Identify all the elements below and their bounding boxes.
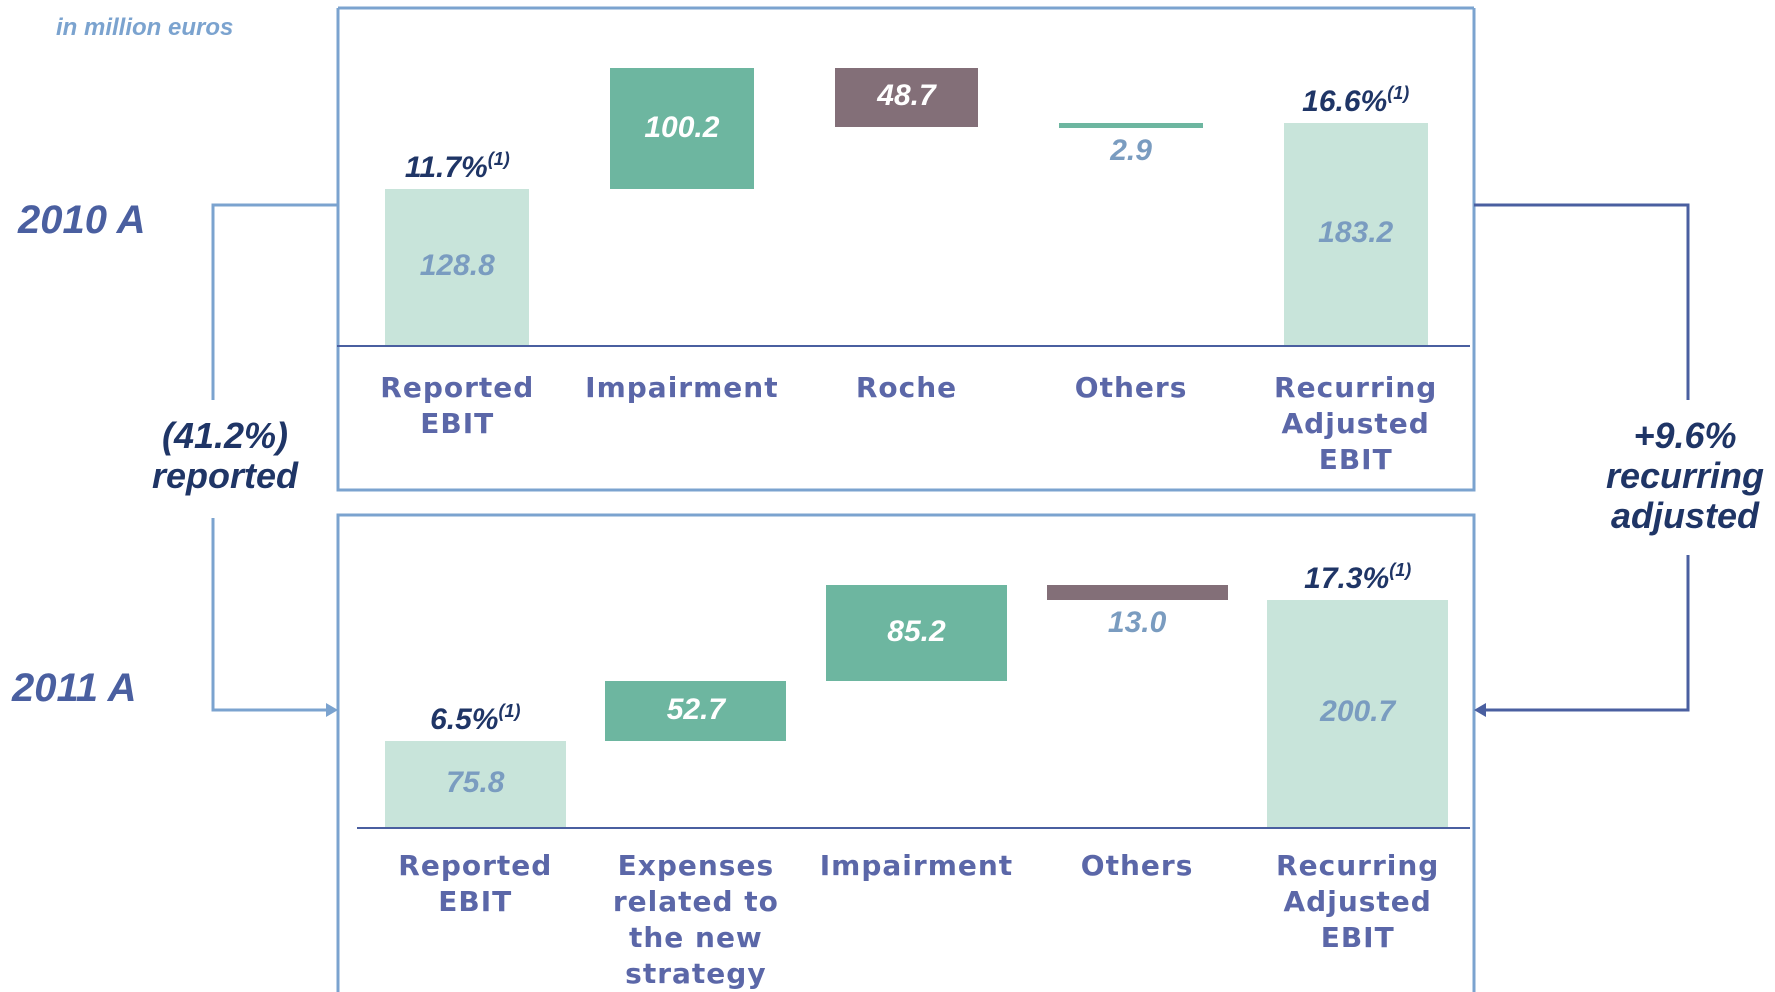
right-arrow (1474, 703, 1486, 717)
category-label: Others (1080, 849, 1194, 882)
value-label: 52.7 (666, 693, 726, 727)
bar (605, 681, 787, 742)
right-change: +9.6% recurring adjusted (1590, 416, 1775, 536)
value-label: 75.8 (446, 766, 505, 800)
footnote-mark: (1) (1389, 559, 1412, 580)
bar (1283, 123, 1428, 345)
margin-label: 17.3%(1) (1238, 560, 1478, 596)
category-label: Reported EBIT (398, 849, 553, 918)
value-label: 13.0 (1107, 605, 1167, 639)
bar (834, 68, 979, 127)
left-connector (211, 203, 338, 712)
category-label: Roche (855, 371, 958, 404)
change-text: recurring adjusted (1605, 455, 1765, 536)
change-value: +9.6% (1633, 415, 1737, 456)
category-label: Expenses related to the new strategy (612, 849, 779, 990)
category-label: Reported EBIT (380, 371, 535, 440)
bar (610, 68, 754, 190)
unit-note: in million euros (56, 14, 234, 41)
right-connector (1474, 203, 1690, 712)
row-title: 2010 A (18, 198, 146, 242)
margin-value: 17.3% (1304, 561, 1390, 595)
panel-2010 (336, 6, 1476, 492)
category-label: Recurring Adjusted EBIT (1276, 849, 1440, 954)
value-label: 183.2 (1318, 216, 1394, 250)
bar (384, 741, 566, 827)
value-label: 200.7 (1320, 695, 1396, 729)
category-label: Recurring Adjusted EBIT (1274, 371, 1438, 476)
footnote-mark: (1) (1387, 83, 1410, 104)
margin-label: 6.5%(1) (355, 701, 595, 737)
category-label: Others (1074, 371, 1188, 404)
margin-value: 11.7% (404, 151, 488, 185)
bar (1046, 585, 1228, 600)
bar (826, 585, 1007, 682)
category-label: Impairment (585, 371, 779, 404)
bar (1059, 123, 1203, 129)
change-value: (41.2%) (161, 415, 289, 456)
category-label: Impairment (819, 849, 1014, 882)
value-label: 128.8 (419, 249, 495, 283)
value-label: 48.7 (877, 79, 936, 113)
change-text: reported (151, 455, 299, 496)
left-change: (41.2%) reported (120, 416, 330, 496)
margin-label: 16.6%(1) (1236, 83, 1476, 119)
left-arrow (326, 703, 338, 717)
footnote-mark: (1) (487, 149, 510, 170)
bar (1267, 599, 1449, 827)
margin-label: 11.7%(1) (337, 149, 577, 185)
value-label: 100.2 (644, 110, 720, 144)
value-label: 85.2 (887, 615, 946, 649)
baseline (337, 345, 1470, 347)
panel-2011 (336, 513, 1476, 992)
margin-value: 16.6% (1302, 85, 1388, 119)
margin-value: 6.5% (430, 703, 499, 737)
footnote-mark: (1) (498, 701, 521, 722)
baseline (357, 827, 1470, 829)
bar (385, 189, 530, 345)
row-title: 2011 A (12, 666, 137, 710)
value-label: 2.9 (1110, 134, 1152, 168)
